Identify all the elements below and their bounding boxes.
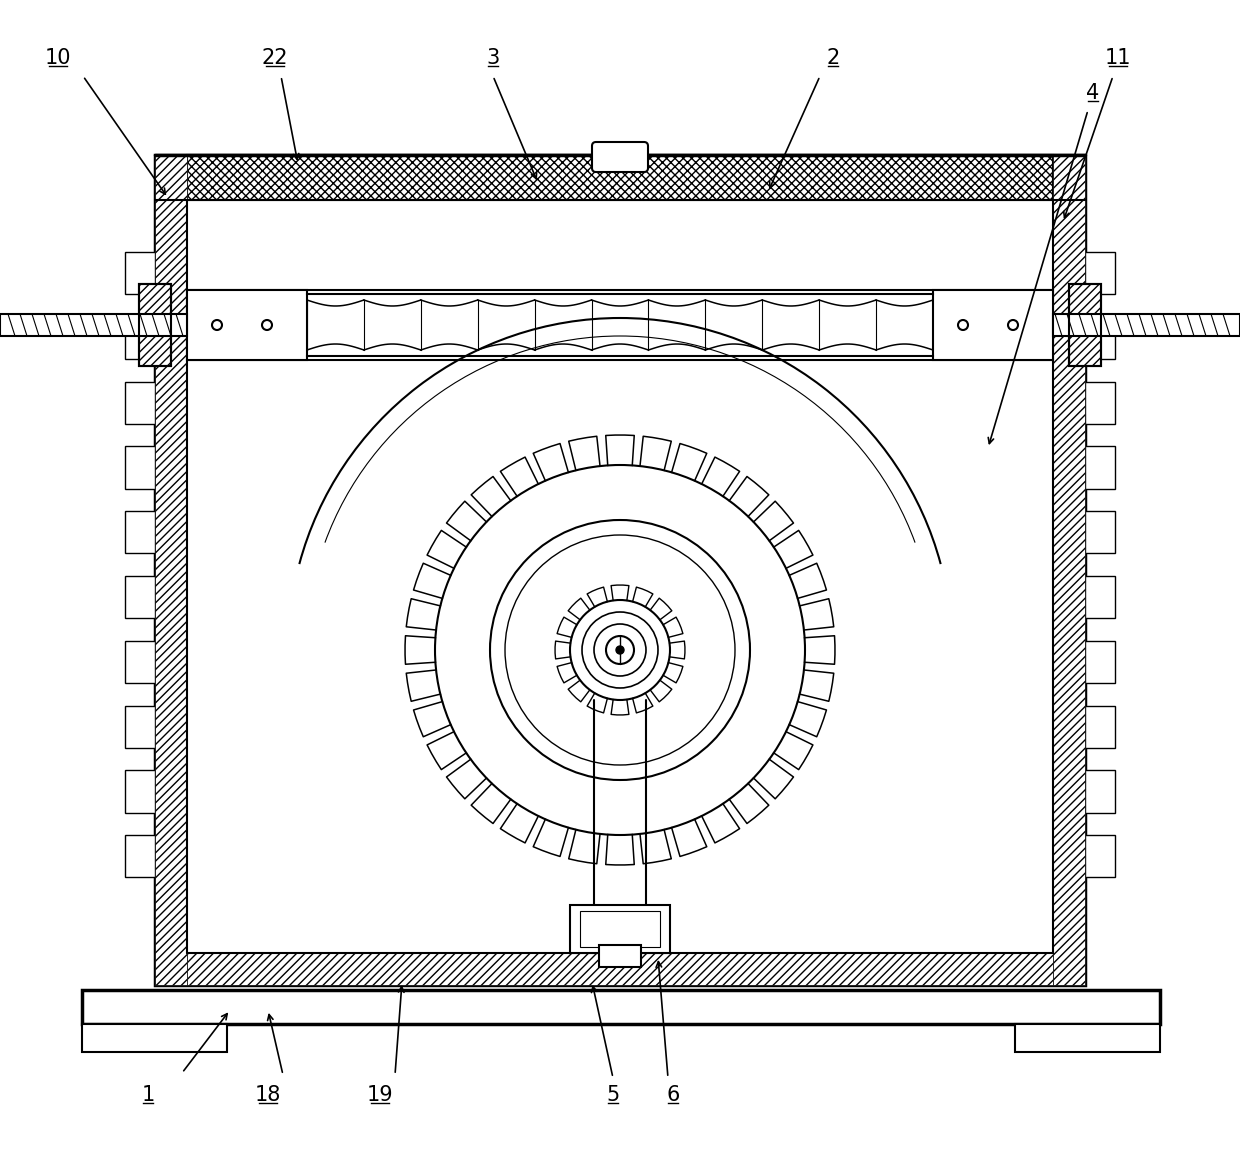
- Circle shape: [490, 520, 750, 780]
- Text: 6: 6: [666, 1085, 680, 1105]
- Text: 3: 3: [486, 48, 500, 68]
- Bar: [1085, 317, 1115, 359]
- Bar: [125, 512, 155, 554]
- Circle shape: [616, 646, 624, 654]
- Bar: [125, 446, 155, 488]
- Text: 19: 19: [367, 1085, 393, 1105]
- Circle shape: [262, 320, 272, 331]
- Bar: [1016, 1024, 1159, 1052]
- FancyBboxPatch shape: [591, 142, 649, 172]
- Bar: [125, 771, 155, 813]
- Bar: [1085, 835, 1115, 877]
- Bar: [125, 705, 155, 748]
- Bar: [82, 1024, 227, 1052]
- Bar: [1085, 382, 1115, 424]
- Bar: [155, 155, 187, 200]
- Bar: [139, 284, 171, 366]
- Bar: [155, 155, 1085, 985]
- Circle shape: [212, 320, 222, 331]
- Bar: [1069, 284, 1101, 366]
- Circle shape: [570, 600, 670, 700]
- Bar: [125, 382, 155, 424]
- Circle shape: [582, 612, 658, 688]
- Bar: [187, 953, 1053, 985]
- Bar: [1053, 200, 1085, 985]
- Bar: [580, 911, 660, 947]
- Bar: [155, 200, 187, 985]
- Bar: [1085, 446, 1115, 488]
- Bar: [125, 576, 155, 618]
- Bar: [86, 993, 1156, 1021]
- Bar: [1085, 771, 1115, 813]
- Bar: [125, 252, 155, 294]
- Text: 1: 1: [141, 1085, 155, 1105]
- Bar: [1085, 252, 1115, 294]
- Bar: [570, 905, 670, 953]
- Circle shape: [606, 637, 634, 663]
- Bar: [1053, 155, 1085, 200]
- Bar: [1053, 314, 1240, 336]
- Text: 11: 11: [1105, 48, 1131, 68]
- Bar: [187, 290, 308, 360]
- Text: 4: 4: [1086, 83, 1100, 103]
- Bar: [1085, 576, 1115, 618]
- Circle shape: [959, 320, 968, 331]
- Circle shape: [505, 535, 735, 765]
- Bar: [1085, 705, 1115, 748]
- Circle shape: [594, 624, 646, 676]
- Circle shape: [435, 465, 805, 835]
- Circle shape: [1008, 320, 1018, 331]
- Text: 5: 5: [606, 1085, 620, 1105]
- Bar: [187, 155, 1053, 200]
- Text: 2: 2: [826, 48, 839, 68]
- Text: 10: 10: [45, 48, 71, 68]
- Bar: [125, 835, 155, 877]
- Bar: [1085, 641, 1115, 683]
- Text: 18: 18: [254, 1085, 281, 1105]
- Bar: [1085, 512, 1115, 554]
- Bar: [125, 317, 155, 359]
- Bar: [932, 290, 1053, 360]
- Bar: [0, 314, 187, 336]
- Bar: [599, 945, 641, 967]
- Bar: [125, 641, 155, 683]
- Text: 22: 22: [262, 48, 288, 68]
- Bar: [1069, 284, 1101, 366]
- Bar: [139, 284, 171, 366]
- Bar: [82, 990, 1159, 1024]
